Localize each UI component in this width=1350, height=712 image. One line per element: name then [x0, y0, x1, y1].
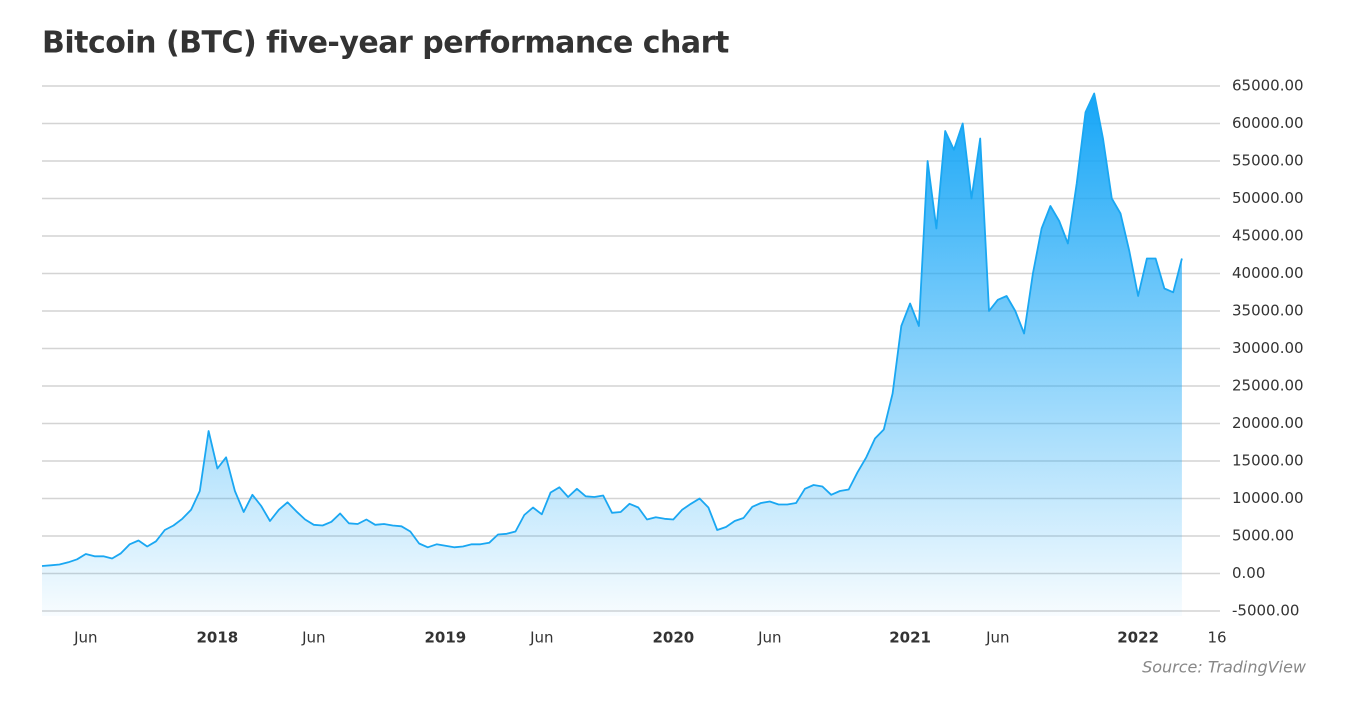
area-fill [42, 93, 1182, 616]
y-tick-label: -5000.00 [1232, 602, 1299, 620]
x-tick-label: Jun [757, 629, 781, 647]
x-tick-label: 2019 [424, 629, 466, 647]
y-tick-label: 50000.00 [1232, 189, 1304, 207]
y-tick-label: 10000.00 [1232, 489, 1304, 507]
x-tick-label: 16 [1207, 629, 1226, 647]
y-tick-label: 5000.00 [1232, 527, 1294, 545]
x-tick-label: 2018 [196, 629, 238, 647]
x-tick-label: Jun [529, 629, 553, 647]
y-tick-label: 0.00 [1232, 564, 1265, 582]
y-tick-label: 30000.00 [1232, 339, 1304, 357]
y-tick-label: 40000.00 [1232, 264, 1304, 282]
y-tick-label: 15000.00 [1232, 452, 1304, 470]
x-tick-label: Jun [73, 629, 97, 647]
x-tick-label: 2020 [652, 629, 694, 647]
x-tick-label: 2022 [1117, 629, 1159, 647]
price-line [41, 92, 1183, 567]
chart-title: Bitcoin (BTC) five-year performance char… [42, 26, 729, 61]
x-tick-label: Jun [301, 629, 325, 647]
y-tick-label: 20000.00 [1232, 414, 1304, 432]
y-tick-label: 35000.00 [1232, 302, 1304, 320]
source-note: Source: TradingView [1142, 658, 1307, 677]
y-tick-label: 55000.00 [1232, 152, 1304, 170]
y-tick-label: 65000.00 [1232, 77, 1304, 95]
y-tick-label: 60000.00 [1232, 114, 1304, 132]
y-tick-label: 45000.00 [1232, 227, 1304, 245]
x-tick-label: Jun [985, 629, 1009, 647]
x-tick-label: 2021 [889, 629, 931, 647]
y-tick-label: 25000.00 [1232, 377, 1304, 395]
